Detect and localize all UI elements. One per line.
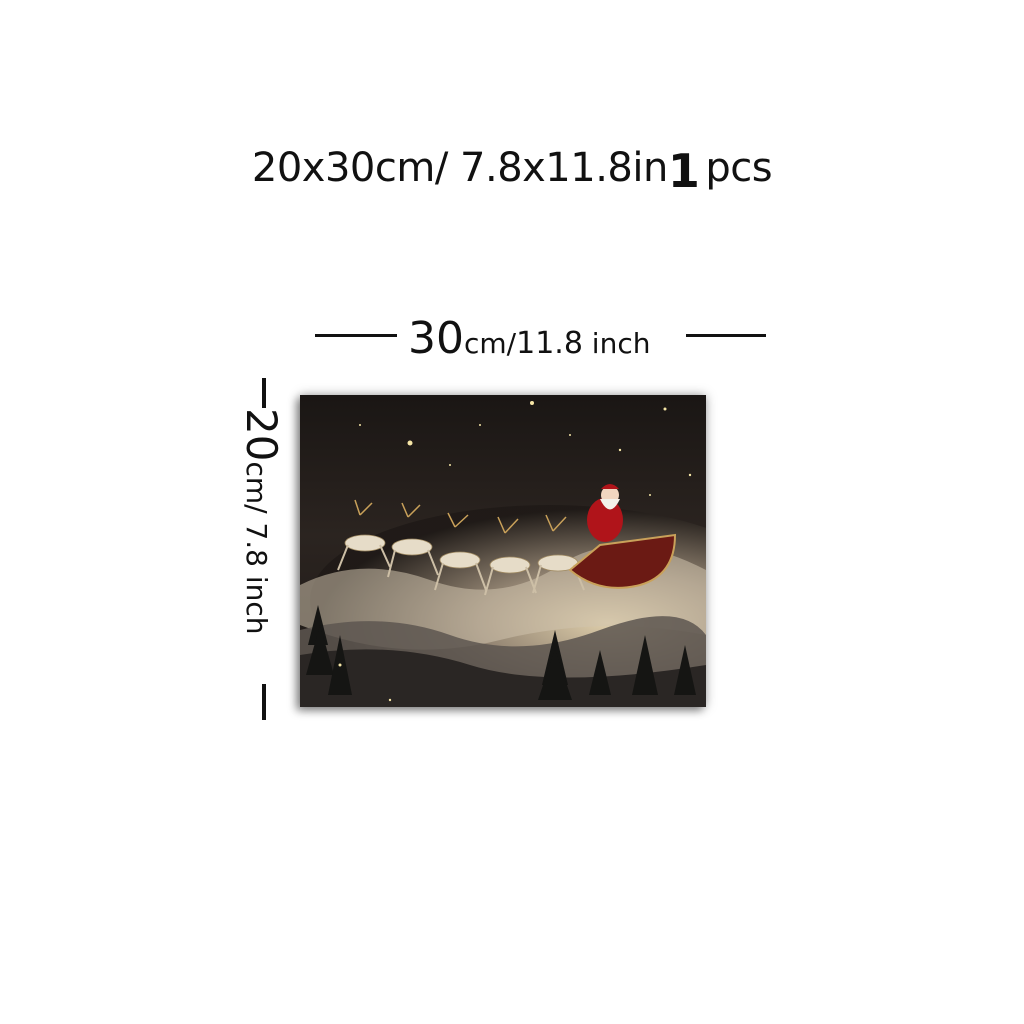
- width-line-left: [315, 334, 397, 337]
- width-inch-value: 11.8: [516, 326, 583, 361]
- width-line-right: [686, 334, 766, 337]
- canvas-print-image: [300, 395, 706, 707]
- width-cm-unit: cm/: [464, 327, 517, 360]
- size-text: 20x30cm/ 7.8x11.8in: [251, 145, 668, 191]
- width-inch-unit: inch: [582, 327, 651, 360]
- height-unit-text: cm/ 7.8 inch: [240, 461, 273, 635]
- quantity-number: 1: [667, 144, 700, 198]
- width-cm-value: 30: [408, 313, 464, 364]
- size-title: 20x30cm/ 7.8x11.8in1 pcs: [0, 138, 1024, 198]
- width-dimension-label: 30cm/11.8 inch: [408, 313, 650, 364]
- height-line-top: [262, 378, 266, 408]
- height-cm-value: 20: [237, 408, 286, 462]
- height-line-bottom: [262, 684, 266, 720]
- quantity-unit: pcs: [705, 145, 773, 191]
- height-dimension-label: 20cm/ 7.8 inch: [236, 400, 296, 690]
